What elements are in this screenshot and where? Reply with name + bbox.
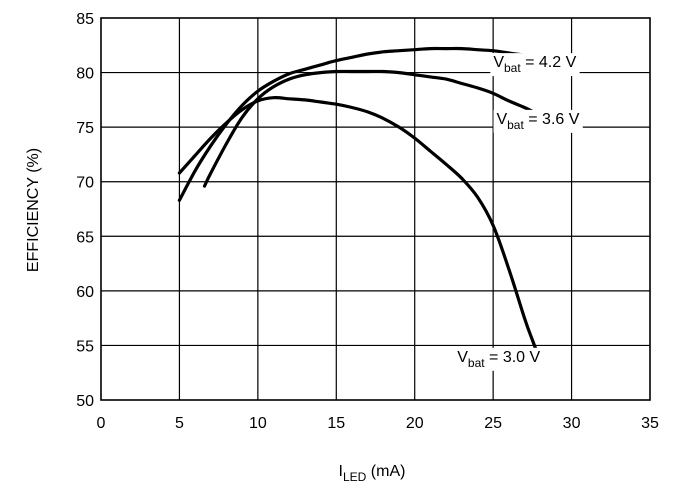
series-label-0: Vbat = 4.2 V [490,53,580,77]
series-label-sub: bat [507,118,524,132]
series-label-bg [454,347,544,371]
y-tick-label: 75 [76,120,94,137]
y-tick-label: 80 [76,66,94,83]
x-tick-label: 0 [97,415,106,432]
x-tick-label: 35 [641,415,659,432]
series-line-0 [177,46,574,202]
series-label-text: Vbat = 3.0 V [457,349,540,370]
x-tick-label: 20 [406,415,424,432]
series-label-1: Vbat = 3.6 V [493,109,583,133]
series-label-sub: bat [468,356,485,370]
series-label-text: Vbat = 4.2 V [493,54,576,75]
series-label-text: Vbat = 3.6 V [496,111,579,132]
x-tick-label: 5 [175,415,184,432]
x-tick-label: 30 [563,415,581,432]
y-tick-label: 65 [76,229,94,246]
series-label-main: V [457,349,468,366]
x-axis-title-main: I [339,463,343,480]
plot-frame [100,17,651,401]
x-axis-title-sub: LED [343,470,367,482]
x-tick-label: 25 [484,415,502,432]
series-label-main: V [493,54,504,71]
y-tick-label: 70 [76,175,94,192]
series-lines [177,46,581,363]
x-tick-label: 10 [249,415,267,432]
series-label-rest: = 4.2 V [521,54,577,71]
x-axis-title: ILED (mA) [339,463,406,482]
series-label-rest: = 3.6 V [524,111,580,128]
y-tick-label: 60 [76,284,94,301]
y-tick-label: 55 [76,338,94,355]
series-line-2 [177,96,542,363]
series-label-bg [493,109,583,133]
x-axis-title-unit: (mA) [366,463,405,480]
series-label-rest: = 3.0 V [485,349,541,366]
series-label-sub: bat [504,61,521,75]
y-tick-label: 50 [76,393,94,410]
grid [101,18,650,400]
tick-labels: 0 5 10 15 20 25 30 35 50 55 60 65 70 75 80 85 [76,11,659,432]
series-label-main: V [496,111,507,128]
series-label-bg [490,53,580,77]
y-axis-title: EFFICIENCY (%) [25,148,42,272]
series-line-1 [202,69,581,188]
x-tick-label: 15 [327,415,345,432]
y-tick-label: 85 [76,11,94,28]
series-label-2: Vbat = 3.0 V [454,347,544,371]
